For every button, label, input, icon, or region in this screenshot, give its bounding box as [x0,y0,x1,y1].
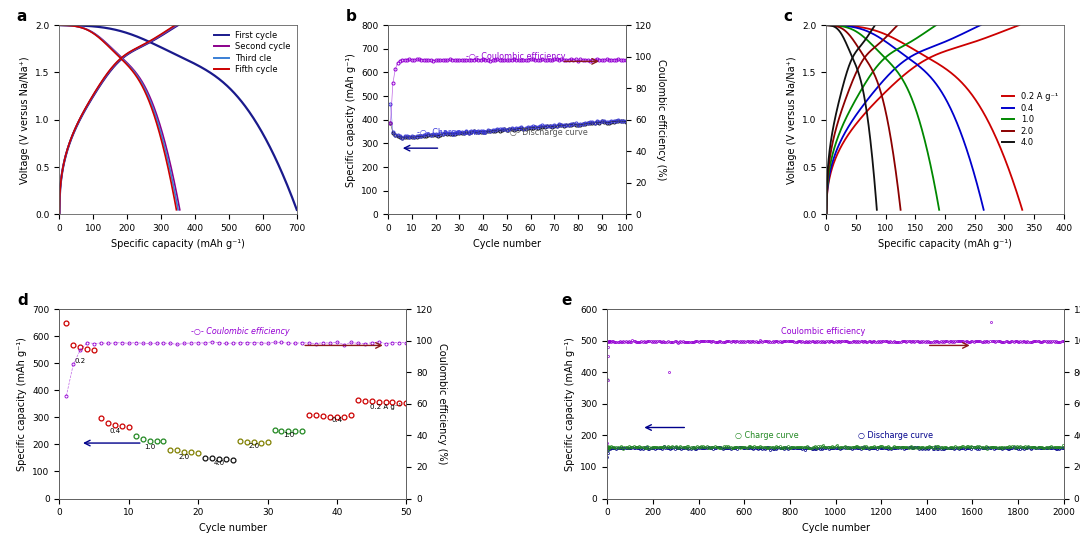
Text: -○- Coulombic efficiency: -○- Coulombic efficiency [467,52,566,61]
Text: 0.2 A g⁻¹: 0.2 A g⁻¹ [370,403,401,410]
Y-axis label: Specific capacity (mAh g⁻¹): Specific capacity (mAh g⁻¹) [17,337,27,471]
Text: Coulombic efficiency: Coulombic efficiency [781,327,865,336]
Y-axis label: Specific capacity (mAh g⁻¹): Specific capacity (mAh g⁻¹) [346,53,355,187]
Y-axis label: Voltage (V versus Na/Na⁺): Voltage (V versus Na/Na⁺) [19,56,30,184]
Text: 0.4: 0.4 [332,417,342,423]
Text: -○- Discharge curve: -○- Discharge curve [507,128,588,137]
Legend: 0.2 A g⁻¹, 0.4, 1.0, 2.0, 4.0: 0.2 A g⁻¹, 0.4, 1.0, 2.0, 4.0 [1000,91,1059,149]
X-axis label: Specific capacity (mAh g⁻¹): Specific capacity (mAh g⁻¹) [111,239,245,249]
Text: e: e [562,294,572,309]
Text: -○- Coulombic efficiency: -○- Coulombic efficiency [191,327,289,336]
X-axis label: Cycle number: Cycle number [199,523,267,533]
Text: c: c [784,9,793,25]
X-axis label: Cycle number: Cycle number [473,239,541,249]
Legend: First cycle, Second cycle, Third cle, Fifth cycle: First cycle, Second cycle, Third cle, Fi… [212,29,293,76]
Text: ○ Discharge curve: ○ Discharge curve [859,431,933,440]
Text: ○ Charge curve: ○ Charge curve [735,431,799,440]
Y-axis label: Coulombic efficiency (%): Coulombic efficiency (%) [657,59,666,180]
Text: d: d [17,294,28,309]
Text: a: a [16,9,27,25]
Text: 2.0: 2.0 [179,453,190,460]
Text: 0.4: 0.4 [109,428,121,434]
Text: 1.0: 1.0 [283,432,294,438]
Text: 4.0: 4.0 [214,460,225,466]
Text: b: b [346,9,356,25]
Y-axis label: Voltage (V versus Na/Na⁺): Voltage (V versus Na/Na⁺) [786,56,797,184]
Text: 2.0: 2.0 [248,443,259,449]
Text: 1.0: 1.0 [144,443,156,449]
Y-axis label: Coulombic efficiency (%): Coulombic efficiency (%) [437,343,447,465]
X-axis label: Specific capacity (mAh g⁻¹): Specific capacity (mAh g⁻¹) [878,239,1012,249]
Text: 0.2: 0.2 [75,358,85,364]
X-axis label: Cycle number: Cycle number [801,523,869,533]
Y-axis label: Specific capacity (mAh g⁻¹): Specific capacity (mAh g⁻¹) [565,337,575,471]
Text: -○- Charge curve: -○- Charge curve [417,128,486,137]
